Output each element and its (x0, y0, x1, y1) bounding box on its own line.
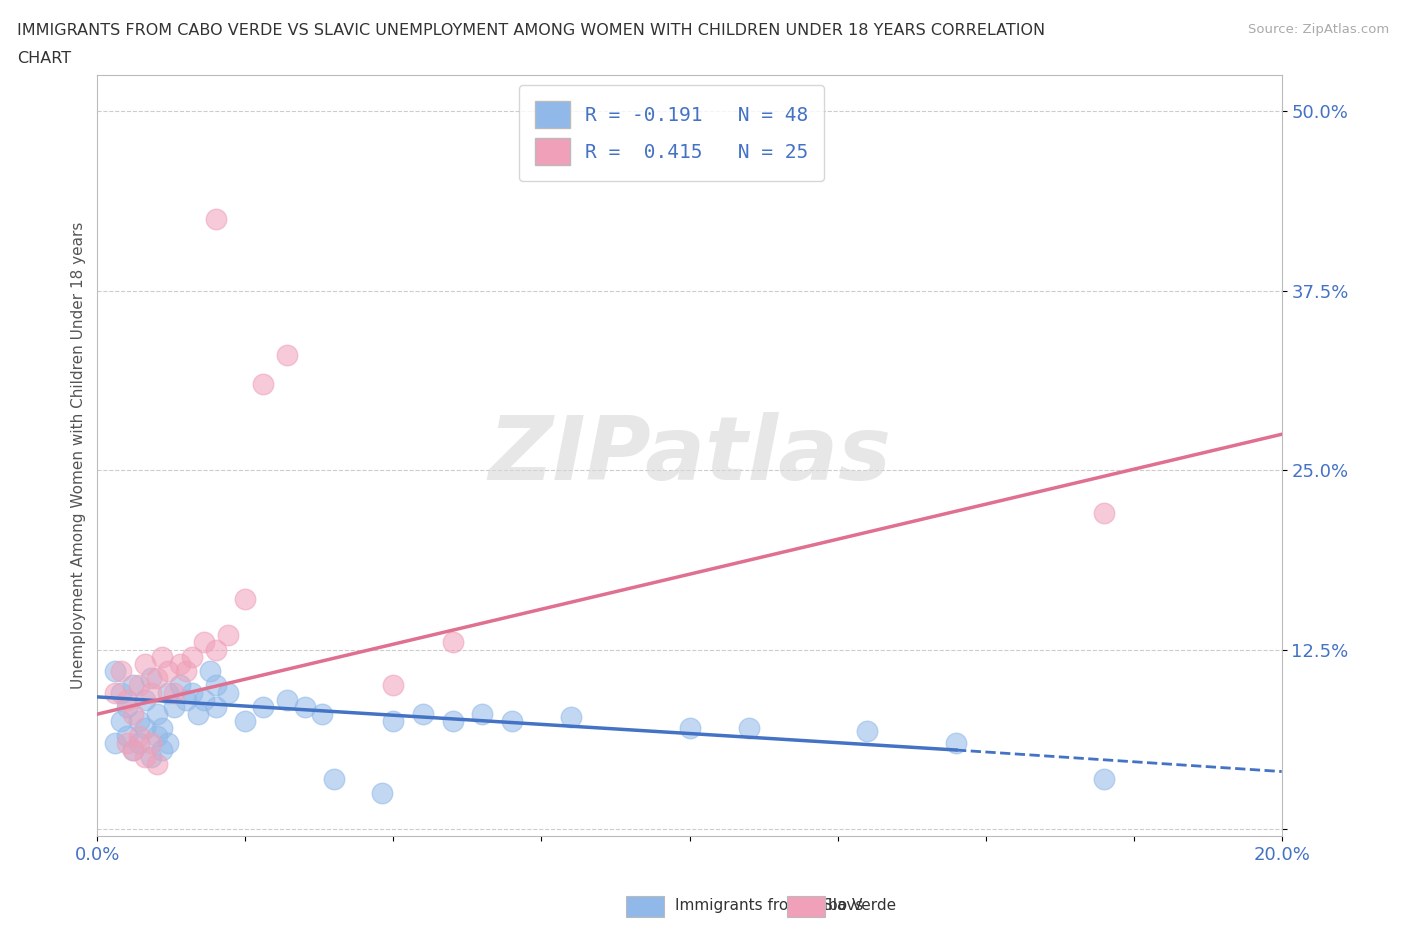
Point (169, 657, 191, 671)
Point (128, 714, 150, 729)
Point (945, 736, 967, 751)
Point (115, 699, 138, 714)
Point (110, 685, 132, 700)
Point (856, 724, 879, 738)
Point (441, 635, 464, 650)
Point (382, 714, 405, 729)
Point (181, 649, 204, 664)
Point (323, 771, 346, 786)
Point (110, 714, 132, 729)
Point (139, 736, 162, 751)
Point (122, 742, 145, 757)
Point (382, 678, 405, 693)
Point (193, 635, 215, 650)
Text: Immigrants from Cabo Verde: Immigrants from Cabo Verde (675, 898, 896, 913)
Point (122, 742, 145, 757)
Point (738, 721, 761, 736)
Point (441, 714, 464, 729)
Point (152, 721, 174, 736)
Point (145, 671, 167, 685)
Point (110, 664, 132, 679)
Point (134, 721, 156, 736)
Point (115, 736, 138, 751)
Point (235, 714, 257, 729)
Point (252, 699, 274, 714)
Point (204, 211, 226, 226)
Point (252, 377, 274, 392)
Legend: R = -0.191   N = 48, R =  0.415   N = 25: R = -0.191 N = 48, R = 0.415 N = 25 (519, 86, 824, 181)
Point (134, 750, 156, 764)
Point (193, 692, 215, 707)
Point (204, 699, 226, 714)
Text: IMMIGRANTS FROM CABO VERDE VS SLAVIC UNEMPLOYMENT AMONG WOMEN WITH CHILDREN UNDE: IMMIGRANTS FROM CABO VERDE VS SLAVIC UNE… (17, 23, 1045, 38)
Point (204, 642, 226, 657)
Point (128, 728, 150, 743)
Point (294, 699, 316, 714)
Point (235, 591, 257, 606)
Point (115, 728, 138, 743)
Point (152, 742, 174, 757)
Text: Slavs: Slavs (823, 898, 863, 913)
Point (471, 707, 494, 722)
Point (163, 685, 186, 700)
Text: ZIPatlas: ZIPatlas (488, 412, 891, 499)
Y-axis label: Unemployment Among Women with Children Under 18 years: Unemployment Among Women with Children U… (72, 222, 86, 689)
Point (152, 649, 174, 664)
Point (139, 685, 162, 700)
Point (128, 678, 150, 693)
Point (104, 664, 127, 679)
Point (145, 728, 167, 743)
Point (157, 736, 180, 751)
Point (169, 678, 191, 693)
Point (128, 736, 150, 751)
Text: Source: ZipAtlas.com: Source: ZipAtlas.com (1249, 23, 1389, 36)
Point (145, 757, 167, 772)
Point (145, 707, 167, 722)
Point (157, 664, 180, 679)
Point (412, 707, 434, 722)
Point (122, 678, 145, 693)
Point (187, 707, 209, 722)
Point (134, 657, 156, 671)
Point (163, 699, 186, 714)
Point (157, 685, 180, 700)
Text: CHART: CHART (17, 51, 70, 66)
Point (134, 692, 156, 707)
Point (174, 664, 197, 679)
Point (198, 664, 221, 679)
Point (311, 707, 333, 722)
Point (104, 736, 127, 751)
Point (501, 714, 523, 729)
Point (1092, 771, 1115, 786)
Point (560, 710, 582, 724)
Point (678, 721, 700, 736)
Point (217, 628, 239, 643)
Point (104, 685, 127, 700)
Point (204, 678, 226, 693)
Point (181, 685, 204, 700)
Point (276, 692, 298, 707)
Point (370, 786, 392, 801)
Point (139, 750, 162, 764)
Point (139, 671, 162, 685)
Point (174, 692, 197, 707)
Point (276, 348, 298, 363)
Point (122, 707, 145, 722)
Point (115, 692, 138, 707)
Point (217, 685, 239, 700)
Point (1092, 506, 1115, 521)
